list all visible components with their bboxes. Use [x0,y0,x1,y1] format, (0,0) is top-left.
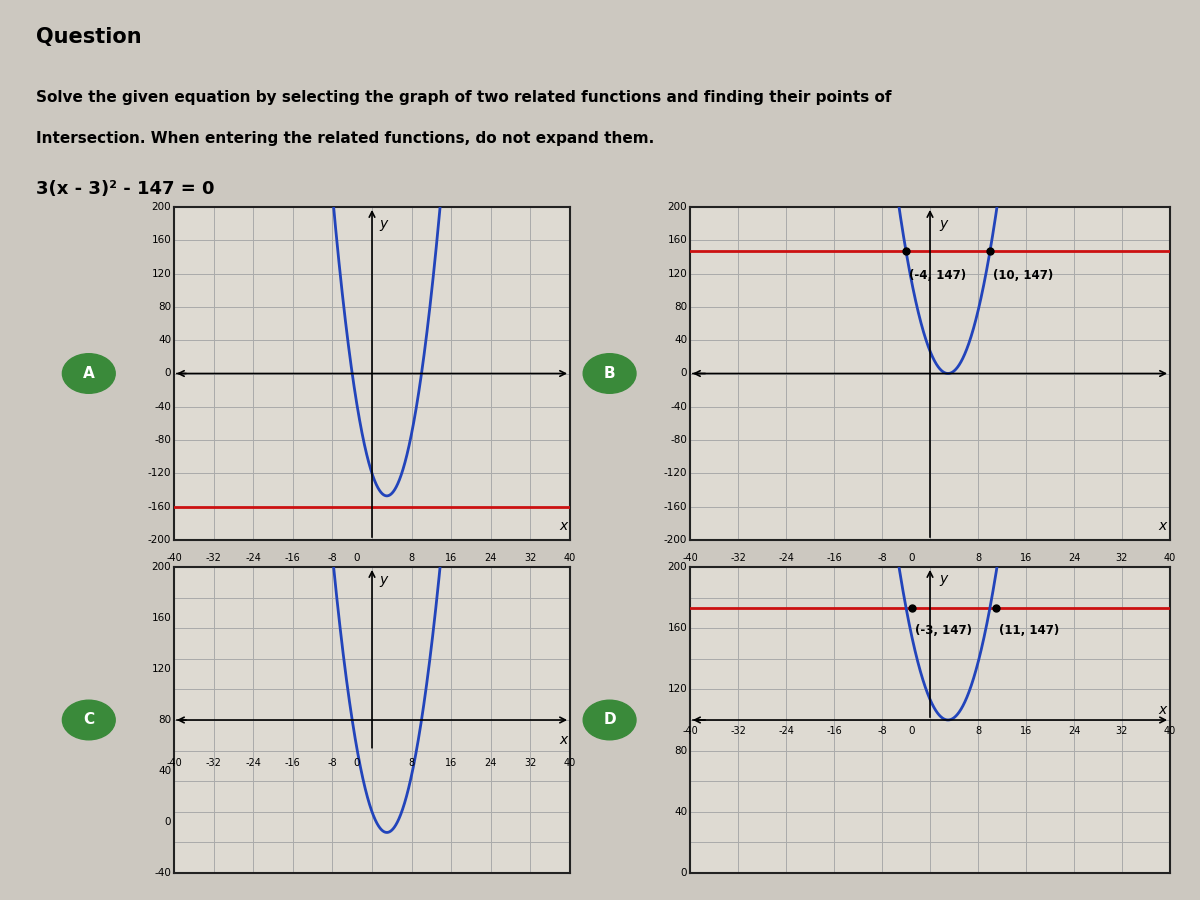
Text: -16: -16 [826,726,842,736]
Text: 16: 16 [1020,726,1032,736]
Text: 40: 40 [158,335,172,346]
Text: -120: -120 [664,468,688,479]
Text: 8: 8 [974,726,982,736]
Text: 80: 80 [674,745,688,756]
Text: -160: -160 [664,501,688,512]
Text: Question: Question [36,27,142,47]
Text: B: B [604,366,616,381]
Text: -32: -32 [205,758,222,768]
Text: -40: -40 [166,758,182,768]
Text: -8: -8 [877,554,887,563]
Text: 0: 0 [908,554,916,563]
Text: -8: -8 [328,554,337,563]
Text: 16: 16 [445,758,457,768]
Text: -200: -200 [148,535,172,545]
Text: -40: -40 [682,554,698,563]
Text: 8: 8 [408,758,415,768]
Text: 120: 120 [667,268,688,279]
Text: -16: -16 [284,554,301,563]
Text: x: x [559,733,568,747]
Text: -16: -16 [826,554,842,563]
Text: 40: 40 [1164,726,1176,736]
Text: 32: 32 [1116,554,1128,563]
Text: C: C [83,713,95,727]
Text: y: y [379,217,388,231]
Text: -40: -40 [155,868,172,878]
Text: 0: 0 [353,758,360,768]
Text: 24: 24 [485,554,497,563]
Text: 40: 40 [1164,554,1176,563]
Text: (10, 147): (10, 147) [994,269,1054,283]
Text: 32: 32 [524,758,536,768]
Text: 0: 0 [164,368,172,379]
Text: 160: 160 [667,235,688,246]
Text: 80: 80 [158,715,172,725]
Text: y: y [940,217,947,231]
Text: x: x [1159,519,1166,534]
Text: 40: 40 [158,766,172,776]
Text: 24: 24 [1068,726,1080,736]
Text: -24: -24 [778,554,794,563]
Text: y: y [379,572,388,587]
Text: (-3, 147): (-3, 147) [916,625,972,637]
Text: 40: 40 [564,554,576,563]
Text: -24: -24 [778,726,794,736]
Text: 40: 40 [674,806,688,817]
Text: -24: -24 [245,554,262,563]
Text: 24: 24 [1068,554,1080,563]
Text: (-4, 147): (-4, 147) [910,269,966,283]
Text: -120: -120 [148,468,172,479]
Text: A: A [83,366,95,381]
Text: 120: 120 [151,268,172,279]
Text: 80: 80 [158,302,172,312]
Text: -80: -80 [155,435,172,446]
Text: 120: 120 [151,664,172,674]
Text: 40: 40 [564,758,576,768]
Text: Solve the given equation by selecting the graph of two related functions and fin: Solve the given equation by selecting th… [36,90,892,105]
Text: -160: -160 [148,501,172,512]
Text: 0: 0 [353,554,360,563]
Text: 0: 0 [164,817,172,827]
Text: -40: -40 [671,401,688,412]
Text: 160: 160 [151,613,172,623]
Text: 160: 160 [667,623,688,634]
Text: 16: 16 [1020,554,1032,563]
Text: 200: 200 [667,202,688,212]
Text: 0: 0 [908,726,916,736]
Text: -24: -24 [245,758,262,768]
Text: -16: -16 [284,758,301,768]
Text: 8: 8 [408,554,415,563]
Text: 8: 8 [974,554,982,563]
Text: (11, 147): (11, 147) [998,625,1060,637]
Text: 32: 32 [524,554,536,563]
Text: -80: -80 [671,435,688,446]
Text: x: x [1159,703,1166,717]
Text: Intersection. When entering the related functions, do not expand them.: Intersection. When entering the related … [36,130,654,146]
Text: -32: -32 [205,554,222,563]
Text: 3(x - 3)² - 147 = 0: 3(x - 3)² - 147 = 0 [36,180,215,198]
Text: 200: 200 [151,202,172,212]
Text: y: y [940,572,947,586]
Text: 24: 24 [485,758,497,768]
Text: -40: -40 [166,554,182,563]
Text: 80: 80 [674,302,688,312]
Text: 160: 160 [151,235,172,246]
Text: -32: -32 [730,554,746,563]
Text: 0: 0 [680,868,688,878]
Text: 32: 32 [1116,726,1128,736]
Text: 200: 200 [151,562,172,572]
Text: -8: -8 [877,726,887,736]
Text: -40: -40 [682,726,698,736]
Text: D: D [604,713,616,727]
Text: -8: -8 [328,758,337,768]
Text: 40: 40 [674,335,688,346]
Text: 0: 0 [680,368,688,379]
Text: -32: -32 [730,726,746,736]
Text: -200: -200 [664,535,688,545]
Text: 200: 200 [667,562,688,572]
Text: x: x [559,519,568,534]
Text: -40: -40 [155,401,172,412]
Text: 120: 120 [667,684,688,695]
Text: 16: 16 [445,554,457,563]
